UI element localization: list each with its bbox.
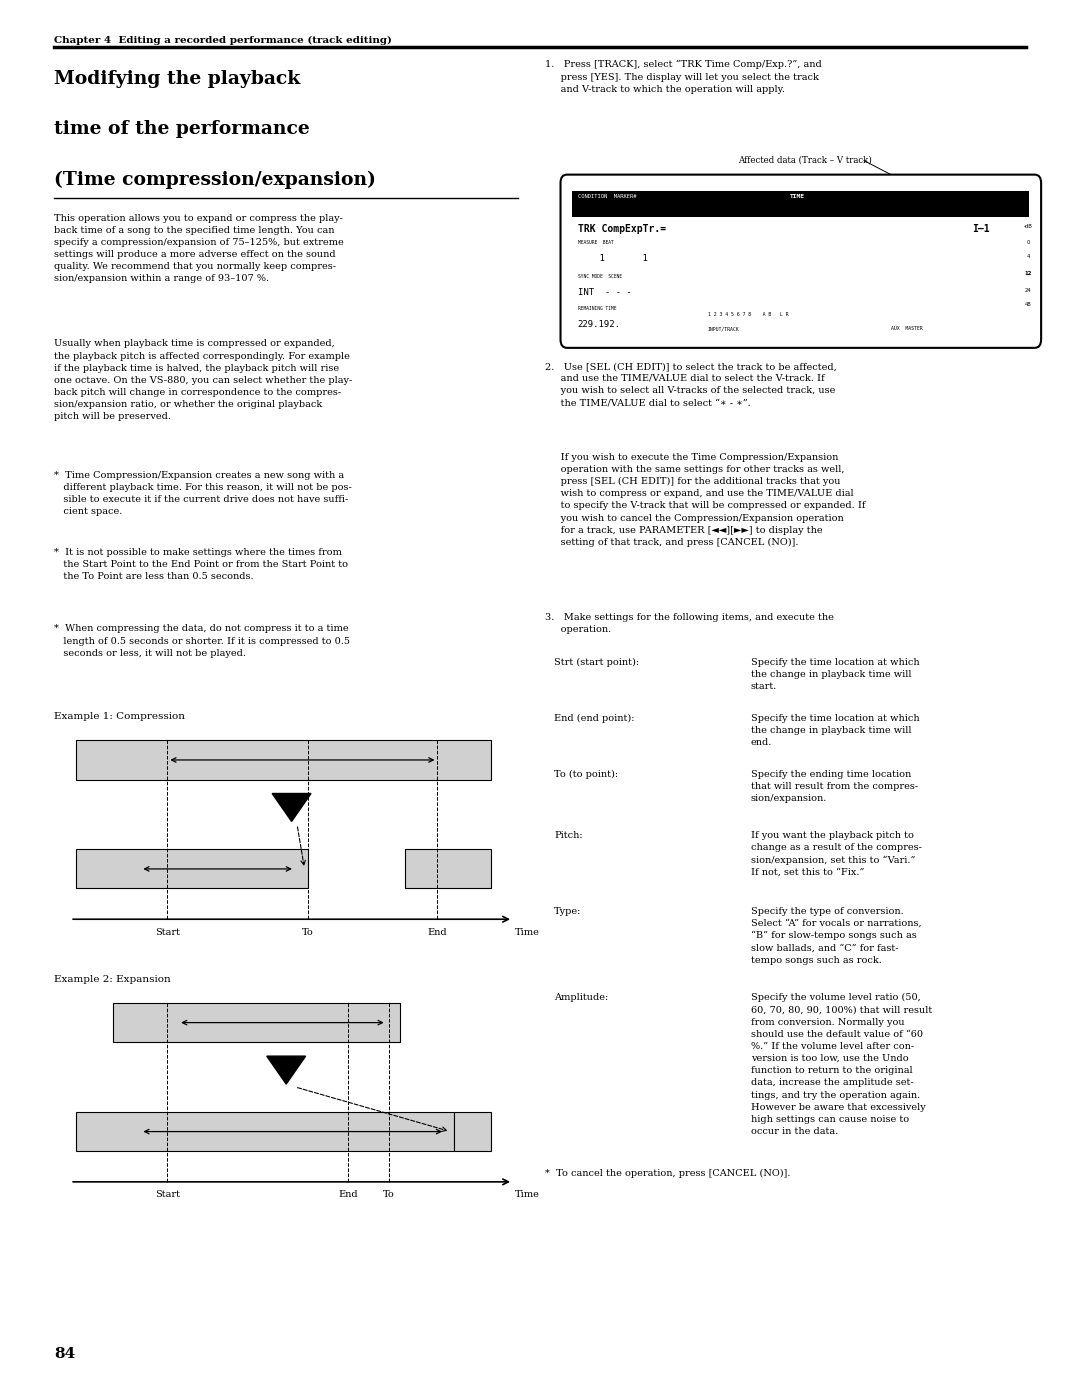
Text: Time: Time <box>515 928 540 936</box>
Text: Affected data (Track – V track): Affected data (Track – V track) <box>738 155 872 163</box>
Text: Amplitude:: Amplitude: <box>554 993 608 1002</box>
Text: INPUT/TRACK: INPUT/TRACK <box>707 326 740 331</box>
Text: Example 1: Compression: Example 1: Compression <box>54 712 185 721</box>
Text: Specify the volume level ratio (50,
60, 70, 80, 90, 100%) that will result
from : Specify the volume level ratio (50, 60, … <box>751 993 932 1136</box>
Text: TRK CompExpTr.=: TRK CompExpTr.= <box>578 224 666 233</box>
Text: To (to point):: To (to point): <box>554 770 618 780</box>
Text: Specify the time location at which
the change in playback time will
start.: Specify the time location at which the c… <box>751 658 919 692</box>
Text: Specify the time location at which
the change in playback time will
end.: Specify the time location at which the c… <box>751 714 919 747</box>
Text: Start: Start <box>154 1190 180 1199</box>
Text: time of the performance: time of the performance <box>54 120 310 138</box>
Text: Strt (start point):: Strt (start point): <box>554 658 639 668</box>
Text: 0: 0 <box>1026 240 1030 246</box>
Text: 1 2 3 4 5 6 7 8    A B   L R: 1 2 3 4 5 6 7 8 A B L R <box>708 312 788 317</box>
Text: To: To <box>383 1190 394 1199</box>
Text: -dB: -dB <box>1024 224 1032 229</box>
Text: Pitch:: Pitch: <box>554 831 583 840</box>
Text: Start: Start <box>154 928 180 936</box>
Polygon shape <box>267 1056 306 1084</box>
Text: End: End <box>428 928 447 936</box>
Bar <box>76 1112 454 1151</box>
Text: 4: 4 <box>1026 254 1030 260</box>
Text: 229.192.: 229.192. <box>578 320 621 328</box>
Text: Specify the ending time location
that will result from the compres-
sion/expansi: Specify the ending time location that wi… <box>751 770 918 803</box>
FancyBboxPatch shape <box>561 175 1041 348</box>
Text: CONDITION  MARKER#: CONDITION MARKER# <box>578 194 636 200</box>
Text: 84: 84 <box>54 1347 76 1361</box>
Text: REMAINING TIME: REMAINING TIME <box>578 306 617 312</box>
Text: End: End <box>338 1190 357 1199</box>
Bar <box>454 1112 491 1151</box>
Text: End (end point):: End (end point): <box>554 714 635 724</box>
Text: Chapter 4  Editing a recorded performance (track editing): Chapter 4 Editing a recorded performance… <box>54 36 392 46</box>
Text: 1.   Press [TRACK], select “TRK Time Comp/Exp.?”, and
     press [YES]. The disp: 1. Press [TRACK], select “TRK Time Comp/… <box>545 60 822 94</box>
Text: INT  - - -: INT - - - <box>578 288 632 296</box>
Text: (Time compression/expansion): (Time compression/expansion) <box>54 170 376 189</box>
Text: *  Time Compression/Expansion creates a new song with a
   different playback ti: * Time Compression/Expansion creates a n… <box>54 471 352 517</box>
Text: I–1: I–1 <box>972 224 989 233</box>
Text: TIME: TIME <box>789 194 805 200</box>
Text: Usually when playback time is compressed or expanded,
the playback pitch is affe: Usually when playback time is compressed… <box>54 339 352 422</box>
Text: 3.   Make settings for the following items, and execute the
     operation.: 3. Make settings for the following items… <box>545 613 834 634</box>
Bar <box>76 849 308 888</box>
Text: Example 2: Expansion: Example 2: Expansion <box>54 975 171 983</box>
Text: If you want the playback pitch to
change as a result of the compres-
sion/expans: If you want the playback pitch to change… <box>751 831 921 877</box>
Text: 48: 48 <box>1025 302 1031 307</box>
Polygon shape <box>272 793 311 821</box>
Text: 2.   Use [SEL (CH EDIT)] to select the track to be affected,
     and use the TI: 2. Use [SEL (CH EDIT)] to select the tra… <box>545 362 837 408</box>
Text: 24: 24 <box>1025 288 1031 293</box>
Text: *  To cancel the operation, press [CANCEL (NO)].: * To cancel the operation, press [CANCEL… <box>545 1169 791 1179</box>
Text: *  It is not possible to make settings where the times from
   the Start Point t: * It is not possible to make settings wh… <box>54 548 348 581</box>
Text: Time: Time <box>515 1190 540 1199</box>
Text: Specify the type of conversion.
Select “A” for vocals or narrations,
“B” for slo: Specify the type of conversion. Select “… <box>751 907 921 965</box>
Text: SYNC MODE  SCENE: SYNC MODE SCENE <box>578 274 622 279</box>
Bar <box>76 740 491 780</box>
Text: If you wish to execute the Time Compression/Expansion
     operation with the sa: If you wish to execute the Time Compress… <box>545 453 866 548</box>
Text: Type:: Type: <box>554 907 581 915</box>
Text: MEASURE  BEAT: MEASURE BEAT <box>578 240 613 246</box>
Text: To: To <box>302 928 313 936</box>
Text: AUX  MASTER: AUX MASTER <box>891 326 923 331</box>
Text: This operation allows you to expand or compress the play-
back time of a song to: This operation allows you to expand or c… <box>54 214 343 284</box>
Bar <box>113 1003 400 1042</box>
Bar <box>572 191 1029 217</box>
Text: Modifying the playback: Modifying the playback <box>54 70 300 88</box>
Text: 1       1: 1 1 <box>578 254 648 263</box>
Bar <box>405 849 491 888</box>
Text: 12: 12 <box>1025 271 1031 277</box>
Text: *  When compressing the data, do not compress it to a time
   length of 0.5 seco: * When compressing the data, do not comp… <box>54 624 350 658</box>
